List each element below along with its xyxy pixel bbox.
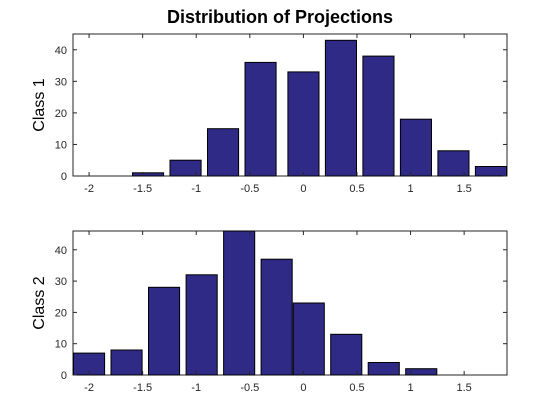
x-tick-label: 1 [407, 183, 413, 195]
y-tick-label: 30 [55, 76, 67, 88]
x-tick-label: 0 [300, 183, 306, 195]
bar [362, 55, 395, 177]
x-tick-label: -0.5 [240, 183, 259, 195]
y-tick-label: 10 [55, 339, 67, 351]
x-tick-label: 1 [407, 382, 413, 394]
bar [287, 71, 320, 177]
bar [148, 286, 181, 376]
y-tick-label: 30 [55, 276, 67, 288]
x-tick-label: 0.5 [349, 382, 364, 394]
x-tick-label: 1.5 [456, 382, 471, 394]
y-tick-label: 0 [61, 370, 67, 382]
x-tick-label: 0.5 [349, 183, 364, 195]
bar [330, 333, 363, 376]
bar [474, 166, 507, 177]
x-tick-label: -1.5 [133, 183, 152, 195]
bar [367, 362, 400, 376]
x-tick-label: 1.5 [456, 183, 471, 195]
bar [185, 274, 218, 376]
y-tick-label: 40 [55, 245, 67, 257]
y-axis-label: Class 2 [31, 276, 48, 329]
bar [437, 150, 470, 177]
y-tick-label: 0 [61, 171, 67, 183]
y-tick-label: 20 [55, 307, 67, 319]
bar [169, 159, 202, 177]
x-tick-label: 0 [300, 382, 306, 394]
class-1-histogram: -2 -1.5 -1 -0.5 0 0.5 1 1.5 0 10 20 30 40 Class 1 [31, 33, 508, 195]
y-tick-label: 20 [55, 108, 67, 120]
y-tick-label: 10 [55, 139, 67, 151]
bar [244, 61, 277, 177]
chart-title: Distribution of Projections [167, 7, 393, 27]
bar [292, 302, 325, 376]
x-tick-label: -2 [84, 382, 94, 394]
x-tick-label: -2 [84, 183, 94, 195]
x-tick-label: -1 [191, 183, 201, 195]
bar [399, 118, 432, 177]
x-tick-label: -0.5 [240, 382, 259, 394]
bar [207, 128, 240, 177]
bar [223, 230, 256, 376]
class-2-histogram: -2 -1.5 -1 -0.5 0 0.5 1 1.5 0 10 20 30 40 Class 2 [31, 230, 508, 394]
x-tick-label: -1 [191, 382, 201, 394]
bar [110, 349, 143, 376]
bar [260, 258, 293, 376]
bar [132, 172, 165, 177]
x-tick-label: -1.5 [133, 382, 152, 394]
y-tick-label: 40 [55, 45, 67, 57]
bar [405, 368, 438, 376]
bar [324, 39, 357, 177]
y-axis-label: Class 1 [31, 78, 48, 131]
